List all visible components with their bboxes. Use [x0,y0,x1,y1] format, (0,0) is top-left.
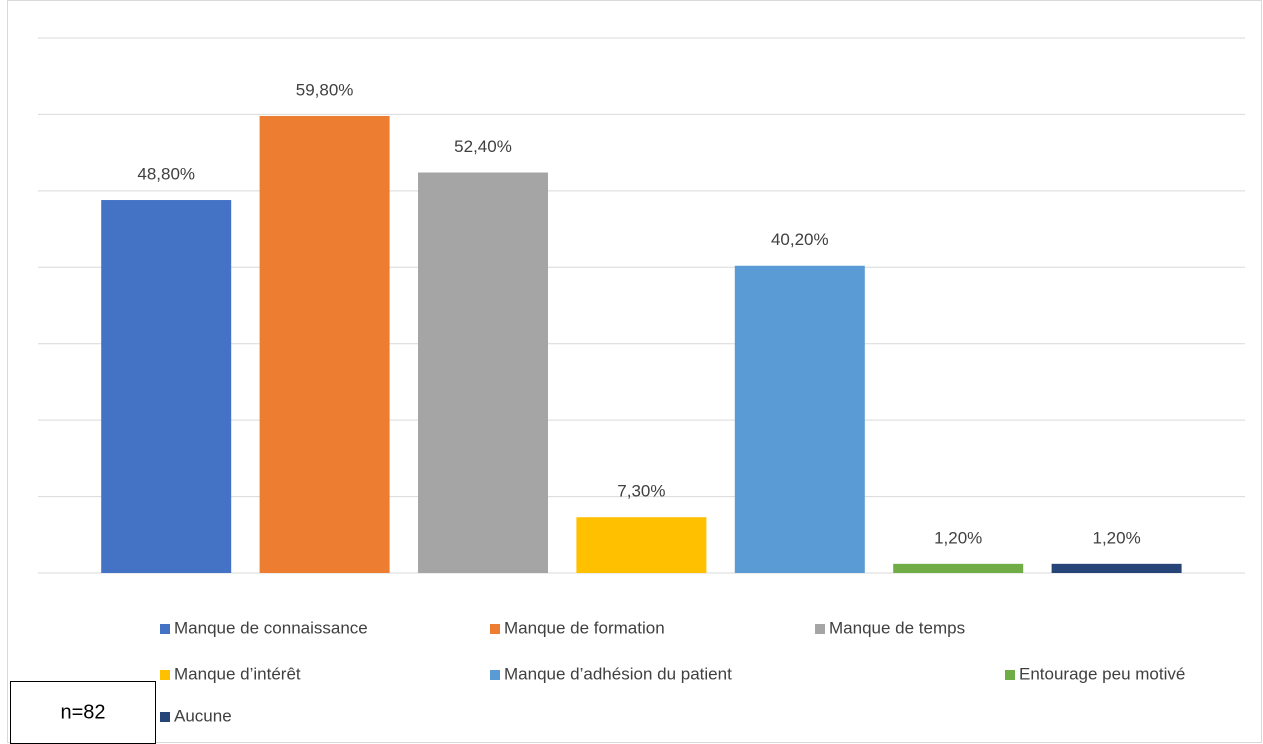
data-label: 52,40% [454,137,512,156]
bar [101,200,232,573]
legend-swatch [490,670,500,680]
legend-swatch [815,624,825,634]
legend-swatch [490,624,500,634]
chart-border [7,0,1262,743]
legend-swatch [160,624,170,634]
data-label: 1,20% [1092,528,1140,547]
bar [418,172,548,573]
bar [893,563,1024,573]
data-label: 48,80% [137,165,195,184]
legend-swatch [1005,670,1015,680]
data-label: 7,30% [617,482,665,501]
legend-label: Manque d’adhésion du patient [504,664,732,683]
annotation: n=82 [60,701,105,723]
data-label: 1,20% [934,528,982,547]
bar [576,517,707,573]
legend-swatch [160,670,170,680]
bar [734,265,865,573]
legend-swatch [160,712,170,722]
legend-label: Manque d’intérêt [174,664,301,683]
legend-label: Manque de temps [829,618,965,637]
legend-label: Aucune [174,706,232,725]
legend-label: Manque de formation [504,618,665,637]
bar [259,115,390,573]
legend-label: Manque de connaissance [174,618,368,637]
data-label: 59,80% [296,80,354,99]
data-label: 40,20% [771,230,829,249]
legend-label: Entourage peu motivé [1019,664,1185,683]
bar [1051,563,1182,573]
